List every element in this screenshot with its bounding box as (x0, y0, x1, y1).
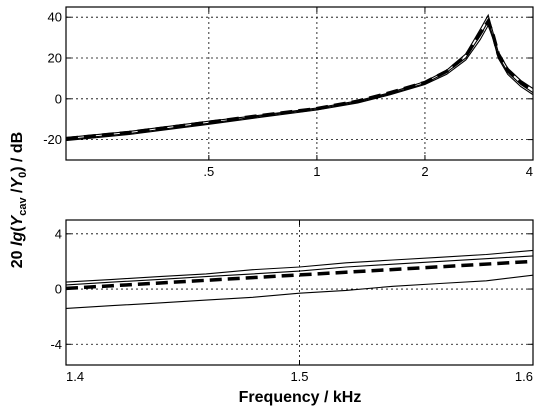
y-tick-label: 40 (48, 10, 62, 25)
measured-line-3 (66, 24, 533, 142)
x-tick-label: 4 (526, 164, 533, 179)
top-panel: .5 1 2 4 -20 0 20 40 (43, 6, 534, 179)
x-tick-label: 2 (421, 164, 428, 179)
x-tick-label: 1 (313, 164, 320, 179)
plot-frame (65, 6, 534, 161)
model-line (66, 259, 533, 291)
model-line (66, 17, 533, 141)
measured-line-1 (66, 249, 533, 283)
y-tick-label: -20 (43, 132, 62, 147)
x-tick-label: 1.6 (515, 369, 533, 384)
x-axis-label: Frequency / kHz (239, 389, 362, 406)
measured-line-3 (66, 274, 533, 309)
measured-line-2 (66, 19, 533, 141)
y-tick-label: 20 (48, 51, 62, 66)
x-tick-label: 1.4 (66, 369, 84, 384)
y-tick-label: 4 (55, 226, 62, 241)
y-axis-label: 20 lg(Ycav /Y0) / dB (9, 132, 29, 269)
y-tick-label: 0 (55, 91, 62, 106)
y-tick-label: 0 (55, 282, 62, 297)
measured-line-1 (66, 13, 533, 139)
y-tick-label: -4 (50, 337, 62, 352)
measured-line-2 (66, 255, 533, 286)
x-tick-label: .5 (203, 164, 214, 179)
bottom-panel: 1.4 1.5 1.6 -4 0 4 (50, 219, 534, 384)
x-tick-label: 1.5 (290, 369, 308, 384)
